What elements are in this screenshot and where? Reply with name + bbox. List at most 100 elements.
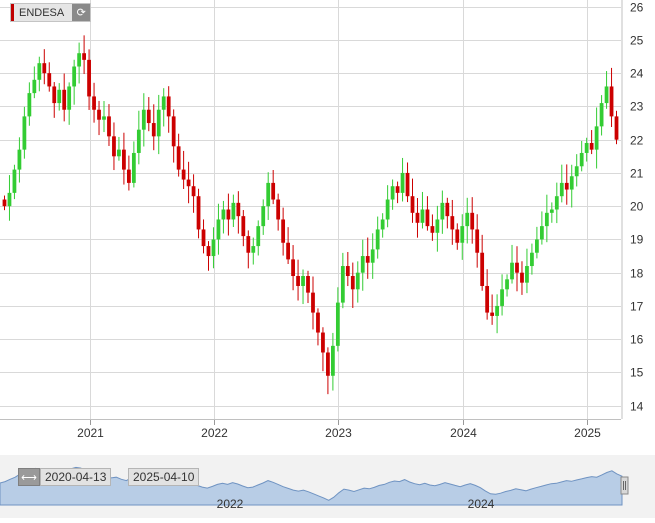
candle-body xyxy=(7,192,12,207)
candle-body xyxy=(296,276,300,286)
candle-body xyxy=(470,212,475,230)
navigator-area-chart[interactable]: 2022 2024 xyxy=(0,455,655,518)
candle-body xyxy=(365,256,370,263)
candle-body xyxy=(390,186,395,200)
candle-body xyxy=(276,199,281,220)
candle-body xyxy=(594,126,599,150)
candle-body xyxy=(340,266,345,303)
y-tick-label: 23 xyxy=(630,100,644,114)
candle-body xyxy=(196,196,201,230)
ticker-tag[interactable]: ENDESA ⟳ xyxy=(10,3,92,22)
candle-body xyxy=(146,109,151,124)
candle-body xyxy=(266,182,271,207)
y-tick-label: 15 xyxy=(630,366,644,380)
candle-body xyxy=(321,332,325,353)
y-tick-label: 24 xyxy=(630,67,644,81)
candle-body xyxy=(609,86,614,117)
candle-body xyxy=(311,292,315,313)
candle-body xyxy=(355,272,360,290)
candle-body xyxy=(520,272,524,283)
candle-body xyxy=(410,196,415,213)
candle-body xyxy=(37,63,42,80)
candle-body xyxy=(505,279,509,290)
y-tick-label: 21 xyxy=(630,167,644,181)
candle-body xyxy=(102,116,106,120)
range-to-input[interactable]: 2025-04-10 xyxy=(128,468,200,486)
candle-body xyxy=(301,276,305,286)
candle-body xyxy=(445,202,450,217)
candle-body xyxy=(335,302,340,346)
y-tick-label: 26 xyxy=(630,1,644,15)
grid xyxy=(0,0,621,425)
candle-body xyxy=(584,142,589,153)
candle-body xyxy=(17,149,22,170)
candle-body xyxy=(460,226,465,243)
y-tick-label: 20 xyxy=(630,200,644,214)
candle-body xyxy=(420,209,425,223)
candle-body xyxy=(107,116,111,137)
candle-body xyxy=(47,73,52,87)
candle-body xyxy=(92,96,96,110)
x-tick-label: 2024 xyxy=(450,426,477,440)
candle-body xyxy=(286,242,290,260)
candle-body xyxy=(331,345,335,376)
candle-body xyxy=(405,172,410,197)
candle-body xyxy=(186,179,191,187)
candle-body xyxy=(500,289,504,306)
candle-body xyxy=(450,216,455,230)
y-tick-label: 14 xyxy=(630,400,644,414)
ticker-label: ENDESA xyxy=(19,6,65,19)
candle-body xyxy=(485,285,490,313)
candle-body xyxy=(2,199,7,207)
candle-body xyxy=(435,219,440,233)
candle-body xyxy=(166,96,171,117)
candle-body xyxy=(539,226,544,240)
candle-body xyxy=(87,59,91,97)
candle-body xyxy=(141,109,146,130)
candle-body xyxy=(112,136,116,157)
candle-body xyxy=(430,226,435,233)
candle-body xyxy=(564,182,569,190)
candle-body xyxy=(126,169,131,183)
y-tick-label: 22 xyxy=(630,134,644,148)
candle-body xyxy=(599,103,604,127)
candle-body xyxy=(161,96,166,110)
candle-body xyxy=(22,116,27,150)
candle-body xyxy=(525,266,529,283)
candle-body xyxy=(385,199,390,220)
y-tick-label: 18 xyxy=(630,267,644,281)
navigator-handle-right[interactable] xyxy=(620,476,629,495)
navigator-year-label: 2024 xyxy=(468,497,495,511)
candle-body xyxy=(544,212,549,227)
candle-body xyxy=(345,266,350,277)
candle-body xyxy=(614,116,619,140)
range-from-input[interactable]: 2020-04-13 xyxy=(40,468,112,486)
candle-body xyxy=(67,86,72,110)
candle-body xyxy=(236,202,241,217)
candle-body xyxy=(211,239,216,257)
ticker-color-bar xyxy=(11,4,14,21)
candle-body xyxy=(480,252,485,286)
candle-body xyxy=(589,142,594,150)
navigator[interactable]: 2022 2024 xyxy=(0,455,655,518)
candle-body xyxy=(455,229,460,243)
candle-body xyxy=(425,209,430,227)
candle-body xyxy=(171,116,176,147)
candle-body xyxy=(326,352,330,376)
candle-body xyxy=(554,196,559,210)
refresh-icon[interactable]: ⟳ xyxy=(72,4,91,21)
candle-body xyxy=(97,109,101,120)
double-arrow-icon[interactable]: ⟷ xyxy=(18,468,40,486)
candle-body xyxy=(415,212,420,223)
candle-body xyxy=(191,186,196,197)
candle-body xyxy=(490,312,495,316)
candle-body xyxy=(42,63,47,74)
y-tick-label: 17 xyxy=(630,300,644,314)
candle-body xyxy=(122,149,126,170)
plot-background xyxy=(0,0,622,419)
y-axis: 14 15 16 17 18 19 20 21 22 23 24 25 26 xyxy=(630,1,644,414)
candle-body xyxy=(32,79,37,94)
candle-body xyxy=(131,152,136,183)
candle-body xyxy=(181,169,186,180)
x-tick-label: 2021 xyxy=(77,426,104,440)
